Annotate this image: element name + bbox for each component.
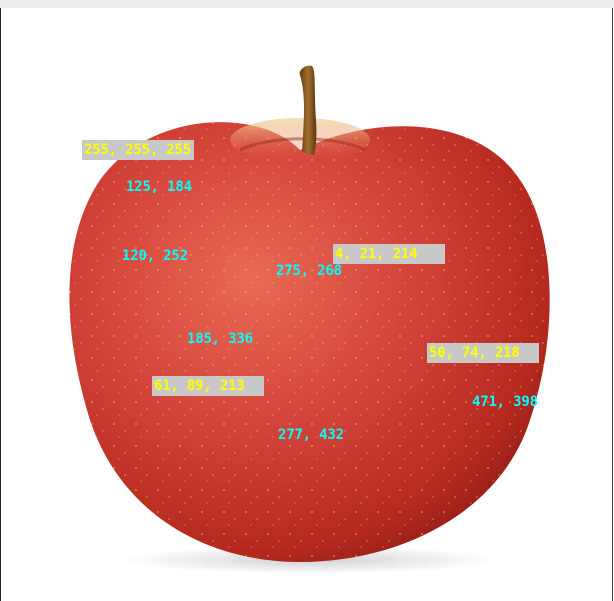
coordinate-label: 277, 432 (278, 427, 344, 443)
color-label: 4, 21, 214 (333, 244, 445, 264)
coordinate-label: 185, 336 (187, 331, 253, 347)
apple-stem (299, 65, 317, 155)
apple-speckles (69, 122, 550, 563)
frame-left-edge (0, 8, 1, 601)
color-label: 255, 255, 255 (82, 140, 194, 160)
color-label: 50, 74, 218 (427, 343, 539, 363)
coordinate-label: 471, 398 (472, 394, 538, 410)
coordinate-label: 275, 268 (276, 263, 342, 279)
coordinate-label: 125, 184 (126, 179, 192, 195)
frame-right-edge (612, 8, 613, 601)
apple-cavity (239, 137, 366, 152)
color-label: 61, 89, 213 (152, 376, 264, 396)
coordinate-label: 120, 252 (122, 248, 188, 264)
top-bar (0, 0, 614, 8)
